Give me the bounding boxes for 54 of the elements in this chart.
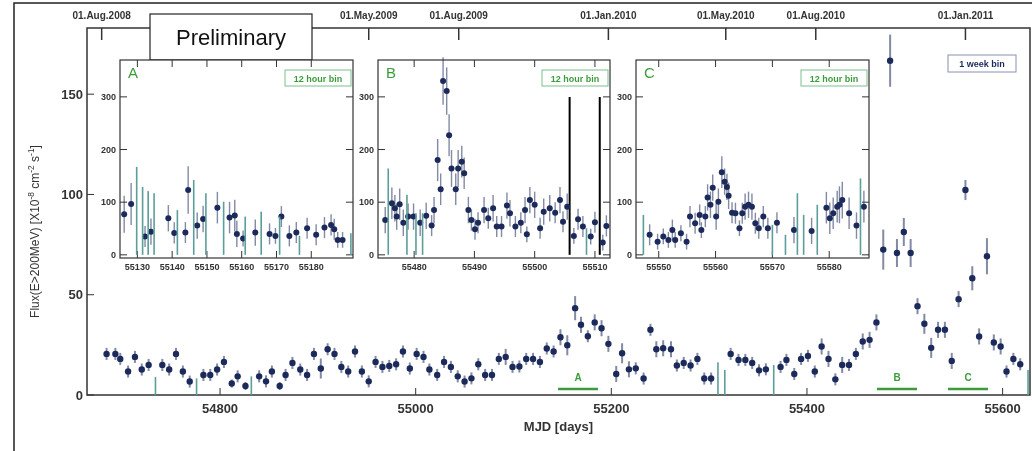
x-tick-label: 55400 (788, 401, 826, 416)
x-tick-label: 55560 (703, 262, 729, 272)
x-tick-label: 55200 (593, 401, 630, 416)
x-axis-title: MJD [days] (523, 419, 594, 434)
y-tick-label: 100 (358, 197, 374, 208)
x-tick-label: 54800 (201, 401, 239, 416)
annotation: 12 hour bin (293, 73, 343, 84)
annotation: 1 week bin (959, 59, 1005, 69)
y-tick-label: 0 (368, 249, 374, 260)
y-tick-label: 300 (100, 92, 116, 103)
y-tick-label: 300 (358, 92, 374, 103)
x2-tick-label: 01.Jan.2010 (580, 10, 637, 21)
annotation: Preliminary (175, 25, 287, 50)
y-tick-label: 200 (616, 144, 632, 155)
x-tick-label: 55000 (397, 401, 434, 416)
x-tick-label: 55140 (159, 262, 185, 272)
x2-tick-label: 01.Aug.2010 (786, 10, 846, 21)
chart-title: C (644, 64, 655, 81)
x-tick-label: 55550 (646, 262, 672, 272)
annotation: 12 hour bin (809, 73, 859, 84)
x-tick-label: 55600 (984, 401, 1021, 416)
y-tick-label: 300 (616, 92, 632, 103)
y-tick-label: 150 (61, 86, 83, 102)
x-tick-label: 55510 (582, 262, 608, 272)
y-tick-label: 200 (100, 144, 116, 155)
x-tick-label: 55180 (298, 262, 324, 272)
x-tick-label: 55580 (816, 262, 842, 272)
y-tick-label: 0 (626, 249, 632, 260)
x2-tick-label: 01.Aug.2008 (72, 10, 132, 21)
annotation: A (574, 372, 582, 383)
x-tick-label: 55500 (522, 262, 548, 272)
x-tick-label: 55160 (229, 262, 255, 272)
y-tick-label: 50 (68, 287, 83, 303)
annotation: 12 hour bin (550, 73, 600, 84)
y-tick-label: 0 (75, 387, 83, 403)
y-tick-label: 100 (100, 197, 116, 208)
x2-tick-label: 01.Aug.2009 (429, 10, 489, 21)
x-tick-label: 55490 (461, 262, 487, 272)
x2-tick-label: 01.May.2010 (696, 10, 756, 21)
x-tick-label: 55130 (124, 262, 150, 272)
x-tick-label: 55570 (759, 262, 785, 272)
y-tick-label: 0 (110, 249, 116, 260)
annotation: C (964, 372, 972, 383)
chart-title: A (128, 64, 139, 81)
x-tick-label: 55150 (194, 262, 220, 272)
y-tick-label: 200 (358, 144, 374, 155)
x2-tick-label: 01.May.2009 (339, 10, 398, 21)
y-tick-label: 100 (616, 197, 632, 208)
chart-title: B (386, 64, 397, 81)
x-tick-label: 55480 (401, 262, 427, 272)
x-tick-label: 55170 (263, 262, 290, 272)
y-tick-label: 100 (61, 187, 83, 202)
annotation: B (893, 372, 901, 383)
x2-tick-label: 01.Jan.2011 (937, 10, 994, 21)
